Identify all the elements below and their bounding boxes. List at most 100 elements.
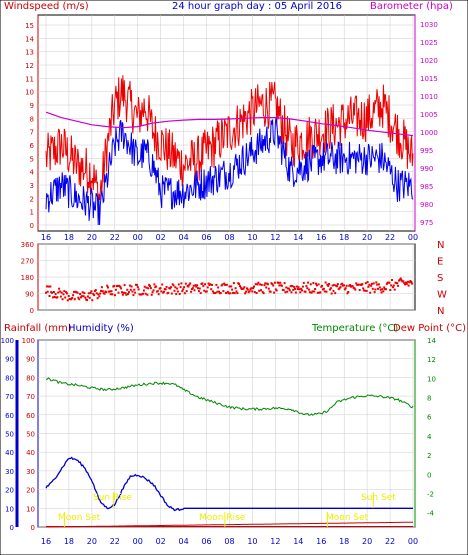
baro-tick-label: 990 (420, 165, 433, 173)
direction-point (111, 293, 114, 296)
direction-point (190, 290, 193, 293)
wind-tick-label: 10 (25, 89, 34, 97)
direction-point (345, 284, 348, 287)
direction-point (404, 283, 407, 286)
direction-point (53, 296, 56, 298)
rainfall-tick-label: 40 (26, 449, 35, 457)
x-tick-label: 18 (339, 233, 349, 242)
wind-tick-label: 4 (30, 169, 35, 177)
direction-point (209, 283, 212, 286)
direction-point (402, 280, 405, 283)
x-tick-label-bottom: 08 (224, 537, 234, 546)
direction-point (408, 281, 411, 284)
wind-tick-label: 2 (30, 195, 34, 203)
direction-point (153, 283, 156, 286)
direction-point (120, 287, 123, 290)
direction-point (377, 287, 379, 290)
baro-tick-label: 1010 (420, 93, 438, 101)
direction-point (171, 283, 174, 286)
direction-point (330, 292, 333, 295)
direction-point (59, 290, 61, 293)
direction-point (152, 289, 155, 292)
direction-point (189, 282, 192, 285)
rainfall-tick-label: 80 (26, 374, 35, 382)
wind-average-series (45, 117, 414, 226)
direction-point (274, 288, 277, 291)
direction-point (391, 286, 394, 289)
direction-point (218, 290, 220, 293)
direction-point (202, 285, 205, 288)
direction-point (411, 282, 414, 285)
x-tick-label: 16 (41, 233, 51, 242)
direction-point (65, 291, 68, 294)
x-tick-label: 08 (224, 233, 234, 242)
x-tick-label-bottom: 18 (64, 537, 74, 546)
direction-point (400, 279, 403, 282)
direction-point (336, 283, 339, 286)
direction-point (64, 296, 67, 299)
dewpoint-axis-label: Dew Point (°C) (393, 323, 466, 334)
direction-tick-label: 360 (21, 241, 34, 249)
direction-point (110, 290, 113, 293)
humidity-series (45, 456, 413, 512)
x-tick-label-bottom: 12 (270, 537, 280, 546)
direction-point (295, 285, 298, 288)
direction-point (355, 282, 358, 285)
direction-tick-label: 90 (25, 291, 34, 299)
wind-tick-label: 6 (30, 142, 35, 150)
direction-point (331, 284, 334, 287)
direction-point (178, 293, 181, 295)
x-tick-label: 20 (362, 233, 372, 242)
direction-point (177, 283, 180, 286)
direction-point (124, 292, 127, 295)
direction-point (265, 286, 268, 289)
direction-point (294, 291, 297, 294)
direction-point (97, 293, 100, 296)
direction-point (329, 288, 331, 291)
x-tick-label: 18 (64, 233, 74, 242)
label-layer: 0123456789101112131415975980985990995100… (1, 21, 447, 546)
wind-tick-label: 8 (30, 115, 34, 123)
rainfall-tick-label: 70 (26, 393, 35, 401)
direction-point (383, 286, 386, 289)
direction-point (211, 290, 214, 293)
direction-point (134, 291, 137, 294)
direction-point (263, 284, 266, 287)
direction-point (45, 285, 48, 288)
direction-point (391, 279, 393, 281)
direction-point (130, 285, 133, 288)
direction-point (135, 283, 138, 286)
wind-tick-label: 0 (30, 222, 34, 230)
humidity-tick-label: 10 (5, 505, 14, 513)
temperature-tick-label: -4 (427, 510, 435, 518)
x-tick-label-bottom: 22 (385, 537, 395, 546)
temperature-tick-label: -2 (427, 490, 434, 498)
direction-point (309, 283, 312, 286)
chart-title: 24 hour graph day : 05 April 2016 (172, 1, 342, 12)
direction-point (232, 282, 235, 285)
direction-point (151, 291, 154, 294)
direction-point (327, 284, 330, 287)
humidity-tick-label: 30 (5, 468, 14, 476)
direction-point (184, 282, 187, 285)
direction-point (388, 281, 391, 284)
x-tick-label-bottom: 20 (362, 537, 372, 546)
direction-point (57, 291, 60, 294)
direction-point (338, 287, 341, 290)
direction-point (161, 283, 164, 286)
x-tick-label: 00 (408, 233, 418, 242)
direction-point (180, 282, 183, 285)
direction-point (346, 292, 349, 295)
direction-point (197, 287, 199, 290)
direction-point (326, 283, 329, 286)
direction-point (253, 285, 255, 288)
direction-point (214, 292, 217, 295)
grid-layer (38, 15, 415, 528)
direction-point (228, 285, 231, 288)
direction-point (89, 292, 92, 294)
direction-point (365, 289, 368, 292)
direction-point (319, 291, 322, 294)
direction-point (70, 298, 73, 301)
direction-point (56, 296, 59, 299)
